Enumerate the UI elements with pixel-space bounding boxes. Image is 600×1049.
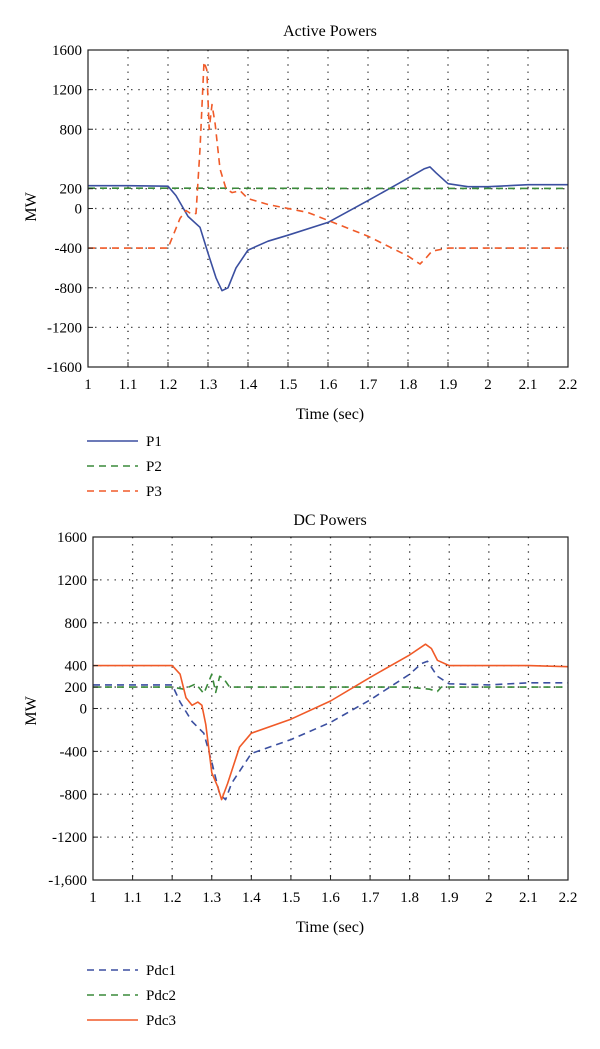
x-tick-label: 2.2: [559, 377, 578, 393]
x-tick-label: 2: [484, 377, 492, 393]
y-tick-label: 1200: [52, 83, 82, 99]
x-tick-label: 1.4: [239, 377, 258, 393]
x-tick-label: 1.1: [119, 377, 138, 393]
chart-title: Active Powers: [283, 23, 377, 40]
x-tick-label: 1.8: [399, 377, 418, 393]
legend-label-p3: P3: [146, 484, 162, 500]
y-tick-label: -1200: [52, 830, 87, 846]
y-tick-label: 200: [65, 680, 88, 696]
y-tick-label: -400: [55, 241, 83, 257]
x-tick-label: 1: [84, 377, 92, 393]
x-tick-label: 1.3: [202, 890, 221, 906]
legend-label-pdc2: Pdc2: [146, 988, 176, 1004]
x-tick-label: 2.2: [559, 890, 578, 906]
series-line-p3: [88, 61, 568, 265]
x-axis-label: Time (sec): [296, 406, 364, 423]
y-tick-label: 0: [75, 202, 83, 218]
x-tick-label: 1.7: [361, 890, 380, 906]
x-tick-label: 1.6: [319, 377, 338, 393]
legend-label-p2: P2: [146, 459, 162, 475]
series-line-pdc3: [93, 643, 569, 801]
y-tick-label: 400: [65, 659, 88, 675]
x-tick-label: 1.9: [439, 377, 458, 393]
x-tick-label: 1.5: [279, 377, 298, 393]
y-axis-label: MW: [23, 695, 40, 725]
x-tick-label: 1.7: [359, 377, 378, 393]
dc-powers-chart: DC Powers Time (sec) MW 1 1.1 1.2 1.3 1.4 1.5…: [23, 512, 577, 1029]
y-tick-label: 800: [60, 122, 83, 138]
x-tick-label: 2: [485, 890, 493, 906]
legend-label-pdc3: Pdc3: [146, 1013, 176, 1029]
legend-label-p1: P1: [146, 434, 162, 450]
x-axis-label: Time (sec): [296, 919, 364, 936]
y-tick-label: 0: [80, 702, 88, 718]
x-tick-label: 1.3: [199, 377, 218, 393]
y-tick-label: 1200: [57, 573, 87, 589]
series-line-pdc1: [93, 660, 568, 801]
y-tick-label: 1600: [52, 43, 82, 59]
x-tick-label: 1: [89, 890, 97, 906]
x-tick-label: 1.2: [163, 890, 182, 906]
x-tick-label: 1.2: [159, 377, 178, 393]
x-tick-label: 1.8: [400, 890, 419, 906]
series-line-p1: [88, 166, 568, 292]
x-tick-label: 2.1: [519, 377, 538, 393]
y-tick-label: -1200: [47, 320, 82, 336]
y-tick-label: 200: [60, 182, 83, 198]
x-tick-label: 1.4: [242, 890, 261, 906]
y-tick-label: 800: [65, 616, 88, 632]
legend-label-pdc1: Pdc1: [146, 963, 176, 979]
y-tick-label: -1600: [47, 360, 82, 376]
active-powers-chart: Active Powers Time (sec) MW 1 1.1 1.2 1.3 1.…: [23, 23, 577, 500]
x-tick-label: 1.6: [321, 890, 340, 906]
series-line-pdc2: [93, 673, 568, 695]
y-axis-label: MW: [23, 191, 40, 221]
y-tick-label: -800: [60, 787, 88, 803]
y-tick-label: -1,600: [48, 873, 87, 889]
chart-title: DC Powers: [293, 512, 366, 529]
y-tick-label: -800: [55, 281, 83, 297]
x-tick-label: 1.9: [440, 890, 459, 906]
x-tick-label: 2.1: [519, 890, 538, 906]
x-tick-label: 1.5: [282, 890, 301, 906]
x-tick-label: 1.1: [123, 890, 142, 906]
y-tick-label: 1600: [57, 530, 87, 546]
y-tick-label: -400: [60, 744, 88, 760]
